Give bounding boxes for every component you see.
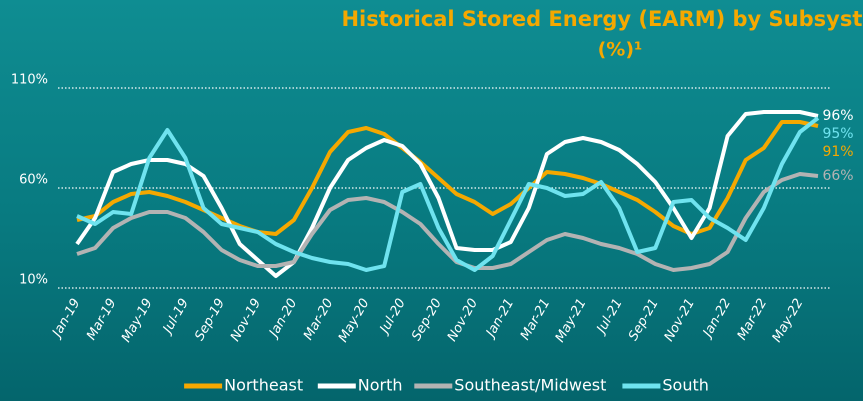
y-tick-label: 110% [11,73,48,88]
y-tick-label: 10% [19,273,48,288]
chart-title: Historical Stored Energy (EARM) by Subsy… [341,7,863,31]
legend-label: Southeast/Midwest [454,376,606,395]
value-label: 66% [822,168,853,184]
x-tick-label: May-20 [336,296,373,345]
x-tick-label: Nov-19 [228,296,264,344]
x-tick-label: Jul-19 [159,296,192,338]
x-tick-label: Mar-20 [301,296,337,343]
x-tick-label: Jul-20 [376,296,409,338]
x-tick-label: Nov-21 [662,296,698,344]
x-tick-label: Jan-21 [482,296,517,342]
legend: Northeast North Southeast/Midwest South [184,376,709,395]
legend-label: North [358,376,403,395]
y-tick-label: 60% [19,173,48,188]
x-tick-label: Jan-22 [699,296,734,342]
x-tick-label: Jan-20 [265,296,300,342]
x-tick-label: Jan-19 [48,296,83,342]
x-tick-label: May-19 [119,296,156,345]
x-tick-label: Mar-19 [84,296,120,343]
value-label: 95% [822,126,853,142]
series-line [76,116,820,272]
legend-label: Northeast [224,376,303,395]
x-tick-label: Nov-20 [445,296,481,344]
x-tick-label: Sep-19 [192,296,228,343]
value-label: 96% [822,108,853,124]
chart-subtitle: (%)¹ [598,39,643,61]
x-tick-label: May-22 [770,296,807,345]
x-tick-label: May-21 [553,296,590,345]
x-tick-label: Sep-20 [409,296,445,343]
value-label: 91% [822,144,853,160]
x-tick-label: Mar-21 [518,296,554,343]
x-tick-label: Sep-21 [626,296,662,343]
x-tick-label: Mar-22 [735,296,771,343]
legend-label: South [662,376,709,395]
x-tick-label: Jul-21 [593,296,626,338]
series-line [75,110,819,278]
series-line [76,172,819,272]
